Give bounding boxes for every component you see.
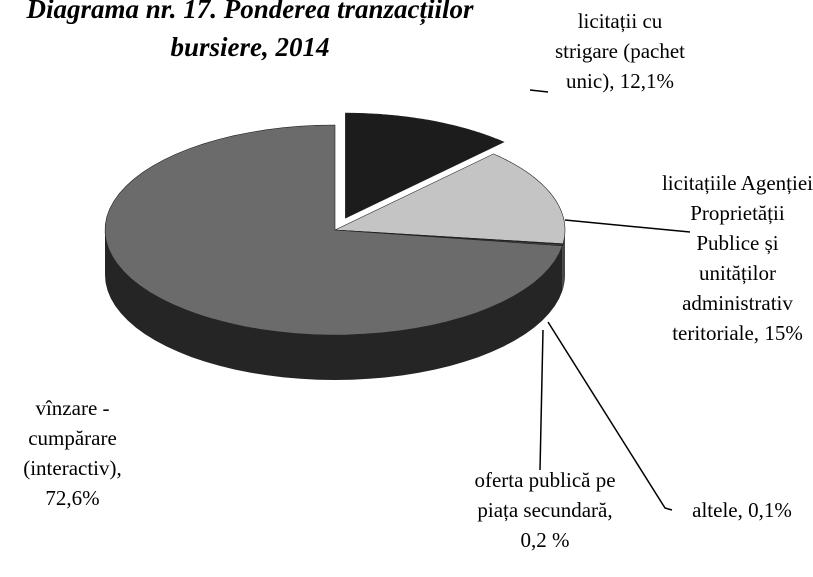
category-label: altele, [692,498,743,522]
slice [333,153,566,245]
leader-line [539,329,544,471]
slice-label: licitațiile Agenției Proprietății Public… [660,168,813,348]
value-label: 12,1% [619,69,674,93]
chart-title: Diagrama nr. 17. Ponderea tranzacțiilor … [26,0,474,62]
category-label: licitațiile Agenției Proprietății Public… [661,171,813,345]
slice [104,124,563,336]
leader-line [547,321,673,511]
category-label: licitații cu strigare (pachet unic), [554,9,685,93]
slice [345,112,505,219]
leader-line [564,219,691,233]
slice-side [563,230,565,289]
slice-label: vînzare - cumpărare (interactiv), 72,6% [0,393,145,513]
value-label: 0,2 % [520,528,570,552]
pie [104,112,566,380]
category-label: vînzare - cumpărare (interactiv), [23,396,122,480]
value-label: 0,1% [748,498,792,522]
slice-label: altele, 0,1% [672,495,812,525]
category-label: oferta publică pe piața secundară, [474,468,616,522]
slice-label: licitații cu strigare (pachet unic), 12,… [550,6,690,96]
value-label: 15% [764,321,803,345]
slice-side [105,230,563,380]
leader-line [529,89,549,93]
slice-label: oferta publică pe piața secundară, 0,2 % [470,465,620,555]
value-label: 72,6% [45,486,100,510]
